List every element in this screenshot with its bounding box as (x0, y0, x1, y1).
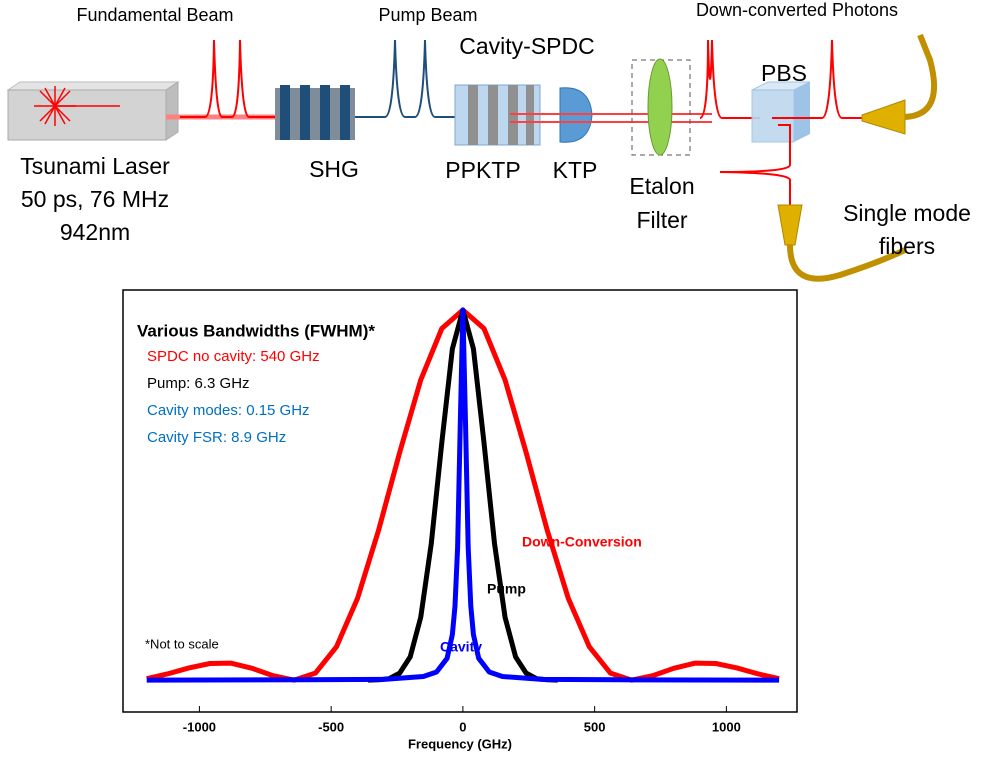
series-label: Down-Conversion (522, 534, 642, 550)
label: Down-converted Photons (696, 0, 898, 20)
label: Fundamental Beam (76, 5, 233, 25)
series-label: Cavity (440, 639, 482, 655)
label: Pump Beam (378, 5, 477, 25)
label: Single mode (843, 200, 971, 226)
note: *Not to scale (145, 636, 219, 651)
label: 50 ps, 76 MHz (21, 186, 169, 212)
x-tick-label: 500 (584, 719, 606, 734)
label: Cavity-SPDC (459, 33, 594, 59)
annotation: SPDC no cavity: 540 GHz (147, 348, 320, 365)
x-tick-label: -1000 (183, 719, 216, 734)
annotation: Cavity FSR: 8.9 GHz (147, 429, 286, 446)
series-label: Pump (487, 581, 526, 597)
annotation: Cavity modes: 0.15 GHz (147, 402, 310, 419)
label: fibers (879, 233, 935, 259)
label: Etalon (629, 173, 694, 199)
label: PPKTP (445, 157, 520, 183)
label: KTP (553, 157, 598, 183)
label: Filter (636, 207, 687, 233)
annotation-title: Various Bandwidths (FWHM)* (137, 321, 375, 340)
x-tick-label: -500 (318, 719, 344, 734)
x-axis-label: Frequency (GHz) (408, 736, 512, 751)
setup-diagram: Fundamental Beam Pump Beam Down-converte… (6, 0, 971, 282)
x-tick-label: 0 (459, 719, 466, 734)
line-series (146, 307, 780, 683)
label: PBS (761, 60, 807, 86)
label: SHG (309, 156, 359, 182)
plot: -1000 -500 0 500 1000 Down-Conversion Pump Cavi… (146, 307, 780, 734)
annotation: Pump: 6.3 GHz (147, 375, 250, 392)
x-tick-label: 1000 (712, 719, 741, 734)
label: 942nm (60, 219, 130, 245)
label: Tsunami Laser (20, 153, 170, 179)
